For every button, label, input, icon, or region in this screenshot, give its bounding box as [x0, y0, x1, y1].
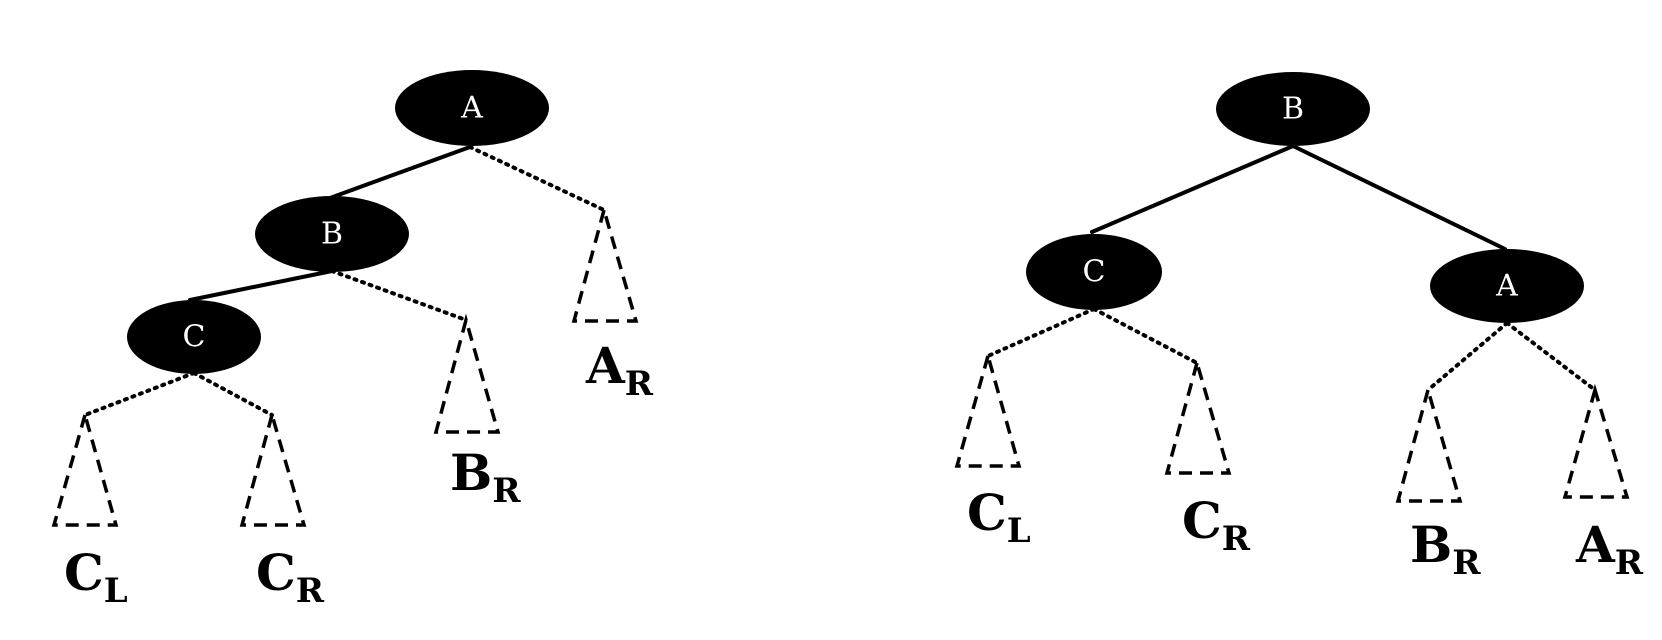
left-subtree-ar-triangle [571, 203, 639, 323]
right-subtree-cr-triangle [1164, 356, 1232, 475]
right-edge-c-cr [1092, 307, 1199, 365]
right-subtree-cl-triangle [954, 349, 1022, 468]
right-edge-a-ar [1505, 321, 1597, 392]
right-node-b: B [1216, 72, 1370, 146]
right-edge-c-cl [986, 307, 1096, 358]
right-edge-a-br [1426, 321, 1509, 392]
right-node-c: C [1026, 234, 1162, 310]
left-tree: A B C CL CR BR AR [51, 70, 654, 611]
left-node-c: C [127, 300, 261, 374]
left-subtree-cr-triangle [239, 408, 307, 527]
right-subtree-cr-label: CR [1182, 491, 1251, 559]
left-edge-a-b [328, 145, 472, 200]
left-subtree-ar-label: AR [585, 336, 654, 404]
right-subtree-ar-label: AR [1575, 515, 1644, 583]
left-subtree-br-label: BR [450, 443, 521, 511]
right-node-a: A [1430, 249, 1584, 323]
right-edge-b-c [1090, 144, 1295, 234]
right-tree: B C A CL CR BR AR [954, 72, 1644, 583]
right-subtree-ar-triangle [1562, 383, 1630, 499]
left-subtree-cl-label: CL [64, 543, 128, 611]
left-subtree-br-triangle [433, 313, 501, 434]
left-edge-c-cr [192, 371, 274, 417]
right-subtree-br-label: BR [1410, 515, 1481, 583]
right-subtree-br-triangle [1395, 383, 1463, 503]
right-node-b-label: B [1282, 92, 1304, 127]
left-edge-a-ar [468, 145, 606, 212]
left-node-a-label: A [460, 91, 483, 126]
left-node-c-label: C [183, 320, 206, 355]
left-node-b-label: B [321, 217, 343, 252]
left-edge-b-br [330, 269, 468, 322]
left-node-a: A [395, 70, 549, 146]
right-subtree-cl-label: CL [967, 483, 1031, 551]
left-subtree-cl-triangle [51, 408, 119, 527]
left-subtree-cr-label: CR [256, 543, 325, 611]
left-edge-b-c [188, 269, 334, 302]
right-node-c-label: C [1083, 255, 1106, 290]
right-node-a-label: A [1495, 269, 1518, 304]
left-node-b: B [255, 196, 409, 272]
left-edge-c-cl [83, 371, 196, 417]
right-edge-b-a [1291, 144, 1507, 251]
